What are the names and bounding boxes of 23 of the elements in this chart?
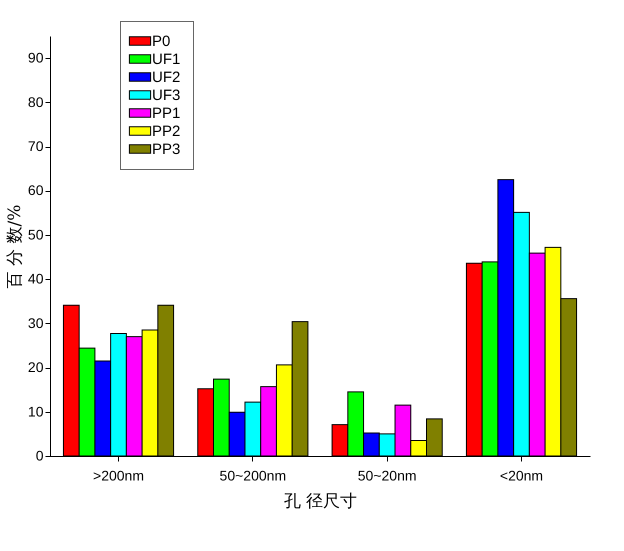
x-tick-label: <20nm xyxy=(500,468,544,484)
x-tick-label: 50~20nm xyxy=(358,468,417,484)
legend-label: UF3 xyxy=(152,87,180,104)
legend-label: P0 xyxy=(152,33,170,50)
y-tick-label: 40 xyxy=(28,270,44,287)
y-tick-label: 20 xyxy=(28,359,44,376)
y-tick-label: 10 xyxy=(28,403,44,420)
y-tick-label: 60 xyxy=(28,182,44,198)
x-tick-label: >200nm xyxy=(93,468,144,484)
y-tick-label: 70 xyxy=(28,138,44,154)
y-axis-title: 百 分 数/% xyxy=(4,204,25,288)
x-axis-title: 孔 径尺寸 xyxy=(284,492,358,512)
y-tick-label: 90 xyxy=(28,50,44,66)
y-tick-label: 80 xyxy=(28,94,44,110)
y-tick-label: 30 xyxy=(28,314,44,331)
y-tick-label: 50 xyxy=(28,226,44,242)
legend-label: PP1 xyxy=(152,105,180,122)
legend-label: UF2 xyxy=(152,69,180,86)
legend-label: PP3 xyxy=(152,141,180,158)
y-tick-label: 0 xyxy=(36,448,44,464)
legend-label: UF1 xyxy=(152,51,180,68)
x-tick-label: 50~200nm xyxy=(220,468,286,484)
legend-label: PP2 xyxy=(152,123,180,140)
